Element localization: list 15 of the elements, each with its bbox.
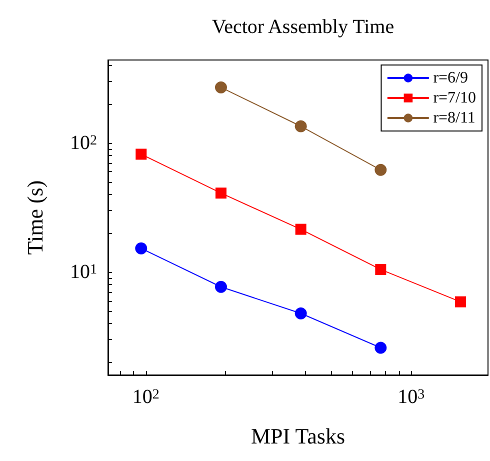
chart-title: Vector Assembly Time — [212, 16, 394, 38]
point — [295, 224, 306, 235]
point — [136, 148, 147, 160]
x-axis-title: MPI Tasks — [250, 424, 346, 448]
point — [374, 342, 387, 354]
point — [214, 280, 227, 293]
point — [215, 188, 226, 199]
point — [455, 296, 466, 308]
point — [135, 242, 148, 254]
legend-label: r=8/11 — [433, 110, 476, 126]
y-axis-title: Time (s) — [22, 180, 48, 255]
point — [375, 264, 386, 275]
legend-label: r=7/10 — [433, 90, 476, 106]
point — [294, 307, 307, 320]
legend-label: r=6/9 — [433, 70, 468, 86]
